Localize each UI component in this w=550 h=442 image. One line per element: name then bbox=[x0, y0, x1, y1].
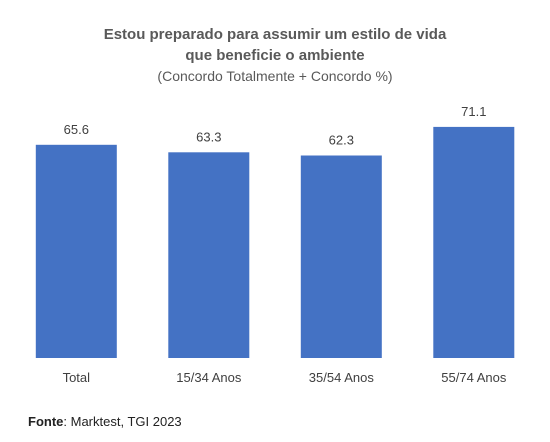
bar-4 bbox=[433, 126, 515, 359]
bar-3 bbox=[300, 155, 382, 358]
source-colon: : bbox=[63, 414, 71, 429]
category-label-4: 55/74 Anos bbox=[441, 370, 507, 385]
bar-2 bbox=[168, 152, 250, 358]
chart-title-line-1: Estou preparado para assumir um estilo d… bbox=[103, 26, 447, 43]
chart-subtitle: (Concordo Totalmente + Concordo %) bbox=[157, 68, 393, 84]
source-label: Fonte bbox=[28, 414, 64, 429]
bar-1 bbox=[35, 144, 117, 358]
data-label-1: 65.6 bbox=[64, 122, 89, 137]
source-note: Fonte: Marktest, TGI 2023 bbox=[28, 414, 182, 429]
chart-title: Estou preparado para assumir um estilo d… bbox=[0, 24, 550, 87]
category-label-1: Total bbox=[63, 370, 91, 385]
category-label-2: 15/34 Anos bbox=[176, 370, 242, 385]
data-label-3: 62.3 bbox=[329, 133, 354, 148]
data-label-4: 71.1 bbox=[461, 104, 486, 119]
data-label-2: 63.3 bbox=[196, 129, 221, 144]
category-label-3: 35/54 Anos bbox=[309, 370, 375, 385]
source-text: Marktest, TGI 2023 bbox=[70, 414, 182, 429]
chart-title-line-2: que beneficie o ambiente bbox=[185, 47, 365, 64]
